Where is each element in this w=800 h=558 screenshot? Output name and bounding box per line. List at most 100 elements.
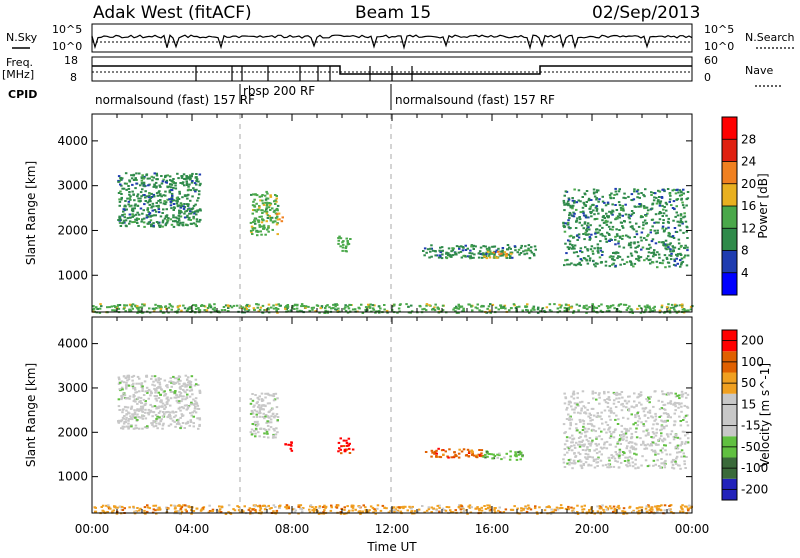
velocity-cell [127,374,131,377]
power-cell [625,309,629,311]
velocity-cell [628,395,631,398]
velocity-cell [617,418,620,421]
power-cell [606,216,610,219]
velocity-cell [570,441,573,444]
velocity-cell [189,421,193,423]
velocity-cell [651,416,654,419]
power-cell [600,303,603,306]
power-cell [682,231,685,234]
power-cell [150,225,153,228]
velocity-cell [606,466,609,469]
velocity-cell [454,453,457,456]
velocity-cell [135,409,139,412]
power-cell [622,246,626,249]
velocity-cell [593,414,596,417]
velocity-cell [457,452,461,455]
power-cell [137,213,141,216]
velocity-cell [563,448,567,450]
velocity-cell [173,420,176,423]
velocity-cell [604,463,608,466]
velocity-cell [499,511,502,514]
velocity-cell [644,434,648,437]
velocity-cell [166,398,170,401]
power-cell [163,200,166,203]
power-cell [604,235,607,238]
velocity-cell [227,504,231,507]
power-cell [668,235,672,238]
power-cell [383,308,386,311]
power-cell [611,263,614,266]
velocity-cell [492,453,495,456]
power-cell [509,307,513,310]
power-cell [276,311,279,314]
power-cell [133,199,136,202]
velocity-cell [256,401,259,404]
power-cell [183,184,186,187]
power-cell [466,247,469,250]
velocity-cell [142,398,146,401]
velocity-cell [187,381,190,384]
velocity-cell [675,455,679,458]
velocity-cell [197,384,200,386]
power-cell [646,212,649,215]
velocity-cell [227,511,230,514]
power-cell [558,310,562,313]
velocity-cell [603,392,606,395]
velocity-cell [652,459,656,462]
power-cell [144,190,147,193]
velocity-cell [116,506,119,509]
power-cell [578,218,582,221]
power-cell [155,185,158,188]
power-cell [365,306,369,309]
power-cell [170,207,173,210]
velocity-cell [276,416,280,418]
velocity-cell [444,450,447,453]
velocity-cell [393,509,396,512]
power-cell [632,212,635,214]
velocity-cell [251,393,254,395]
velocity-cell [586,408,589,411]
power-cell [528,257,532,260]
power-cell [264,201,267,204]
velocity-cell [651,431,655,434]
power-cell [249,229,253,232]
velocity-cell [684,467,687,469]
velocity-cell [614,460,617,462]
power-cell [654,253,657,256]
velocity-cell [262,504,265,507]
power-cell [159,307,163,310]
power-cell [205,310,208,313]
power-cell [253,198,256,201]
power-cell [196,199,199,202]
velocity-cell [372,511,375,514]
power-cell [563,306,567,309]
power-cell [650,191,653,194]
velocity-cell [674,405,677,408]
velocity-cell [677,394,681,397]
power-cell [588,257,592,260]
velocity-cell [574,456,577,458]
velocity-cell [491,457,494,460]
velocity-cell [302,507,305,510]
velocity-cell [146,511,149,514]
power-cell [646,306,649,309]
velocity-cell [460,450,464,453]
power-cell [573,188,576,191]
power-cell [451,247,454,250]
velocity-cell [285,507,289,510]
velocity-cell [678,403,681,406]
power-cell [198,184,202,187]
velocity-cell [633,406,636,409]
power-cell [615,216,618,219]
power-cell [272,304,275,307]
velocity-cell [660,432,663,435]
velocity-cell [264,414,268,416]
power-cell [128,197,131,200]
velocity-cell [652,405,655,408]
power-cell [494,251,497,253]
power-cell [656,229,659,232]
power-cell [135,172,138,175]
power-cell [165,214,169,217]
power-cell [564,242,567,245]
velocity-cell [269,394,272,397]
